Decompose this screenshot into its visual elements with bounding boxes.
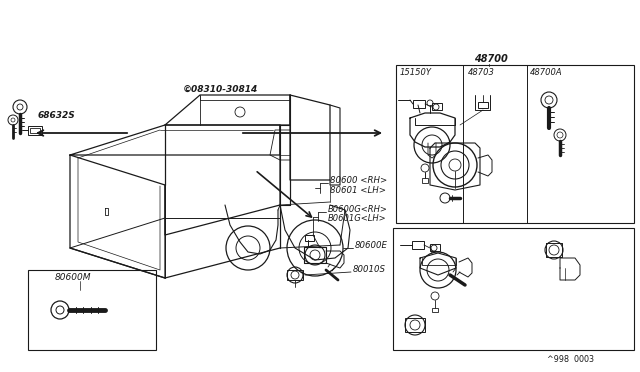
Bar <box>430 244 440 251</box>
Bar <box>305 235 314 241</box>
Bar <box>478 102 488 108</box>
Bar <box>287 270 303 280</box>
Text: 80600E: 80600E <box>355 241 388 250</box>
Text: ^998  0003: ^998 0003 <box>547 355 594 364</box>
Text: 80601 <LH>: 80601 <LH> <box>330 186 386 195</box>
Text: ©08310-30814: ©08310-30814 <box>183 85 259 94</box>
Text: B0601G<LH>: B0601G<LH> <box>328 214 387 223</box>
Bar <box>432 103 442 110</box>
Bar <box>432 308 438 312</box>
Bar <box>412 241 424 249</box>
Text: 48703: 48703 <box>468 68 495 77</box>
Text: 48700: 48700 <box>474 54 508 64</box>
Bar <box>30 128 40 133</box>
Bar <box>28 270 156 350</box>
Bar <box>28 126 42 135</box>
Bar <box>413 100 425 108</box>
Bar <box>393 228 634 350</box>
Text: 68632S: 68632S <box>38 111 76 120</box>
Bar <box>396 65 634 223</box>
Bar <box>405 318 425 332</box>
Text: B0600G<RH>: B0600G<RH> <box>328 205 388 214</box>
Text: 80600M: 80600M <box>55 273 92 282</box>
Text: 15150Y: 15150Y <box>400 68 432 77</box>
Text: 80010S: 80010S <box>353 265 386 274</box>
Text: 48700A: 48700A <box>530 68 563 77</box>
Text: 80600 <RH>: 80600 <RH> <box>330 176 387 185</box>
Bar <box>422 178 428 183</box>
